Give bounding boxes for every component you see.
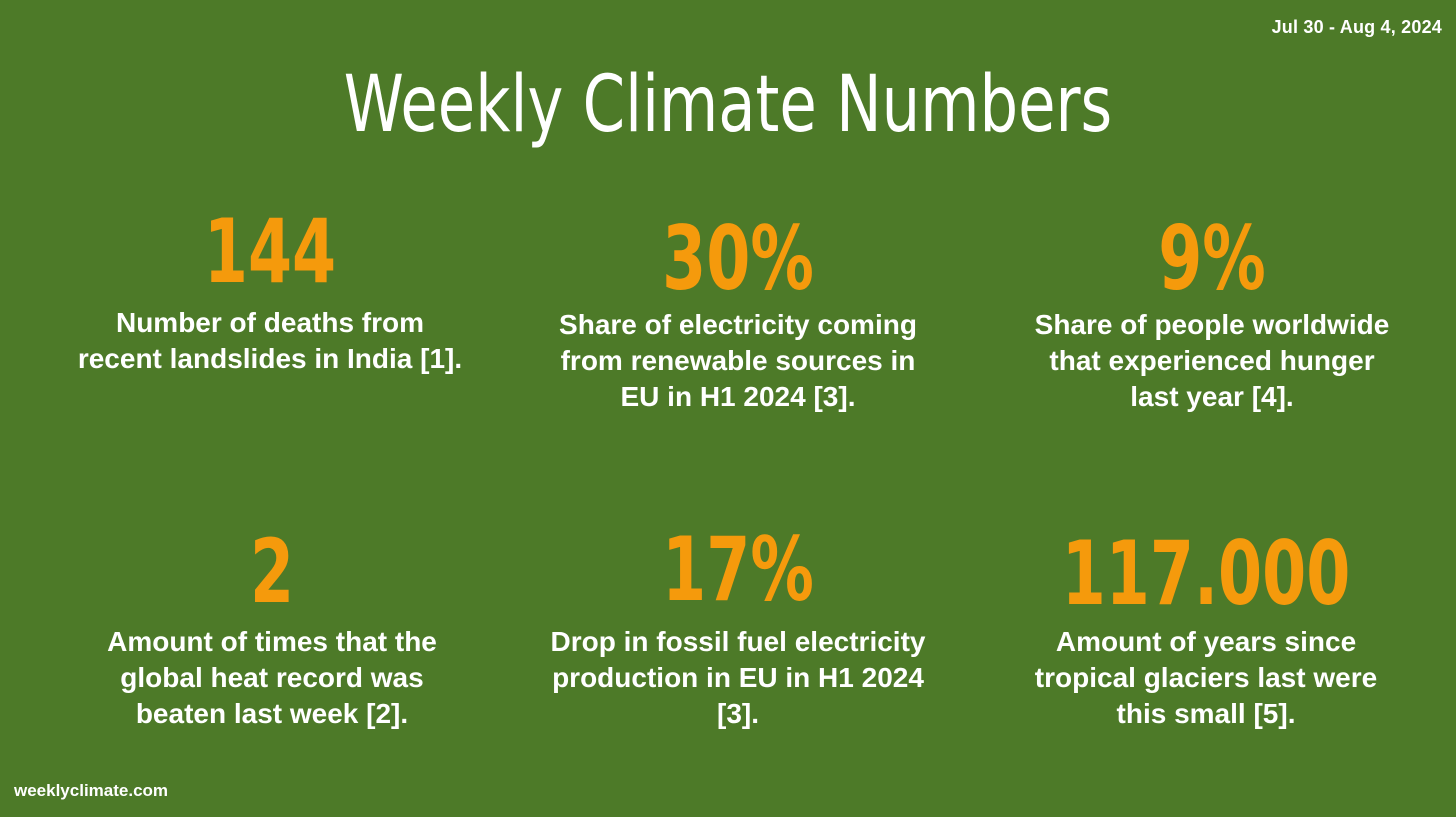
stat-card-landslide-deaths: 144 Number of deaths from recent landsli…	[30, 205, 510, 425]
stat-description-line: global heat record was	[120, 662, 424, 693]
stat-value: 30%	[662, 207, 814, 310]
stat-description-line: this small [5].	[1116, 698, 1296, 729]
stat-card-renewable-share: 30% Share of electricity coming from ren…	[498, 205, 978, 425]
stat-description-line: that experienced hunger	[1049, 345, 1375, 376]
stat-description-line: Share of electricity coming	[559, 309, 917, 340]
stat-description-line: from renewable sources in	[560, 345, 916, 376]
stat-description-line: recent landslides in India [1].	[77, 343, 463, 374]
stat-description: Amount of years since tropical glaciers …	[966, 624, 1446, 732]
stat-description-line: Amount of times that the	[107, 626, 437, 657]
stat-description-line: Amount of years since	[1055, 626, 1357, 657]
stat-description-line: production in EU in H1 2024	[552, 662, 924, 693]
stat-description-line: Drop in fossil fuel electricity	[550, 626, 926, 657]
stat-description: Number of deaths from recent landslides …	[30, 305, 510, 377]
date-range: Jul 30 - Aug 4, 2024	[1271, 17, 1442, 37]
stat-description: Drop in fossil fuel electricity producti…	[498, 624, 978, 732]
stat-card-fossil-drop: 17% Drop in fossil fuel electricity prod…	[498, 522, 978, 742]
stat-card-heat-record: 2 Amount of times that the global heat r…	[32, 522, 512, 742]
stat-value: 144	[203, 200, 337, 303]
stat-description-line: beaten last week [2].	[135, 698, 409, 729]
stat-description-line: [3].	[717, 698, 759, 729]
stat-description: Share of people worldwide that experienc…	[972, 307, 1452, 415]
stat-card-glacier-years: 117.000 Amount of years since tropical g…	[966, 522, 1446, 742]
stat-value: 9%	[1158, 207, 1266, 310]
stat-value: 2	[249, 520, 295, 623]
stat-value: 17%	[662, 518, 814, 621]
stat-description: Amount of times that the global heat rec…	[32, 624, 512, 732]
stat-description-line: last year [4].	[1130, 381, 1294, 412]
stat-description-line: Number of deaths from	[115, 307, 425, 338]
site-url: weeklyclimate.com	[14, 781, 169, 800]
stat-description-line: EU in H1 2024 [3].	[620, 381, 856, 412]
stat-description-line: tropical glaciers last were	[1034, 662, 1378, 693]
stat-card-hunger-share: 9% Share of people worldwide that experi…	[972, 205, 1452, 425]
page-title: Weekly Climate Numbers	[343, 60, 1113, 150]
stat-description-line: Share of people worldwide	[1034, 309, 1390, 340]
stat-value: 117.000	[1061, 522, 1351, 625]
stat-description: Share of electricity coming from renewab…	[498, 307, 978, 415]
